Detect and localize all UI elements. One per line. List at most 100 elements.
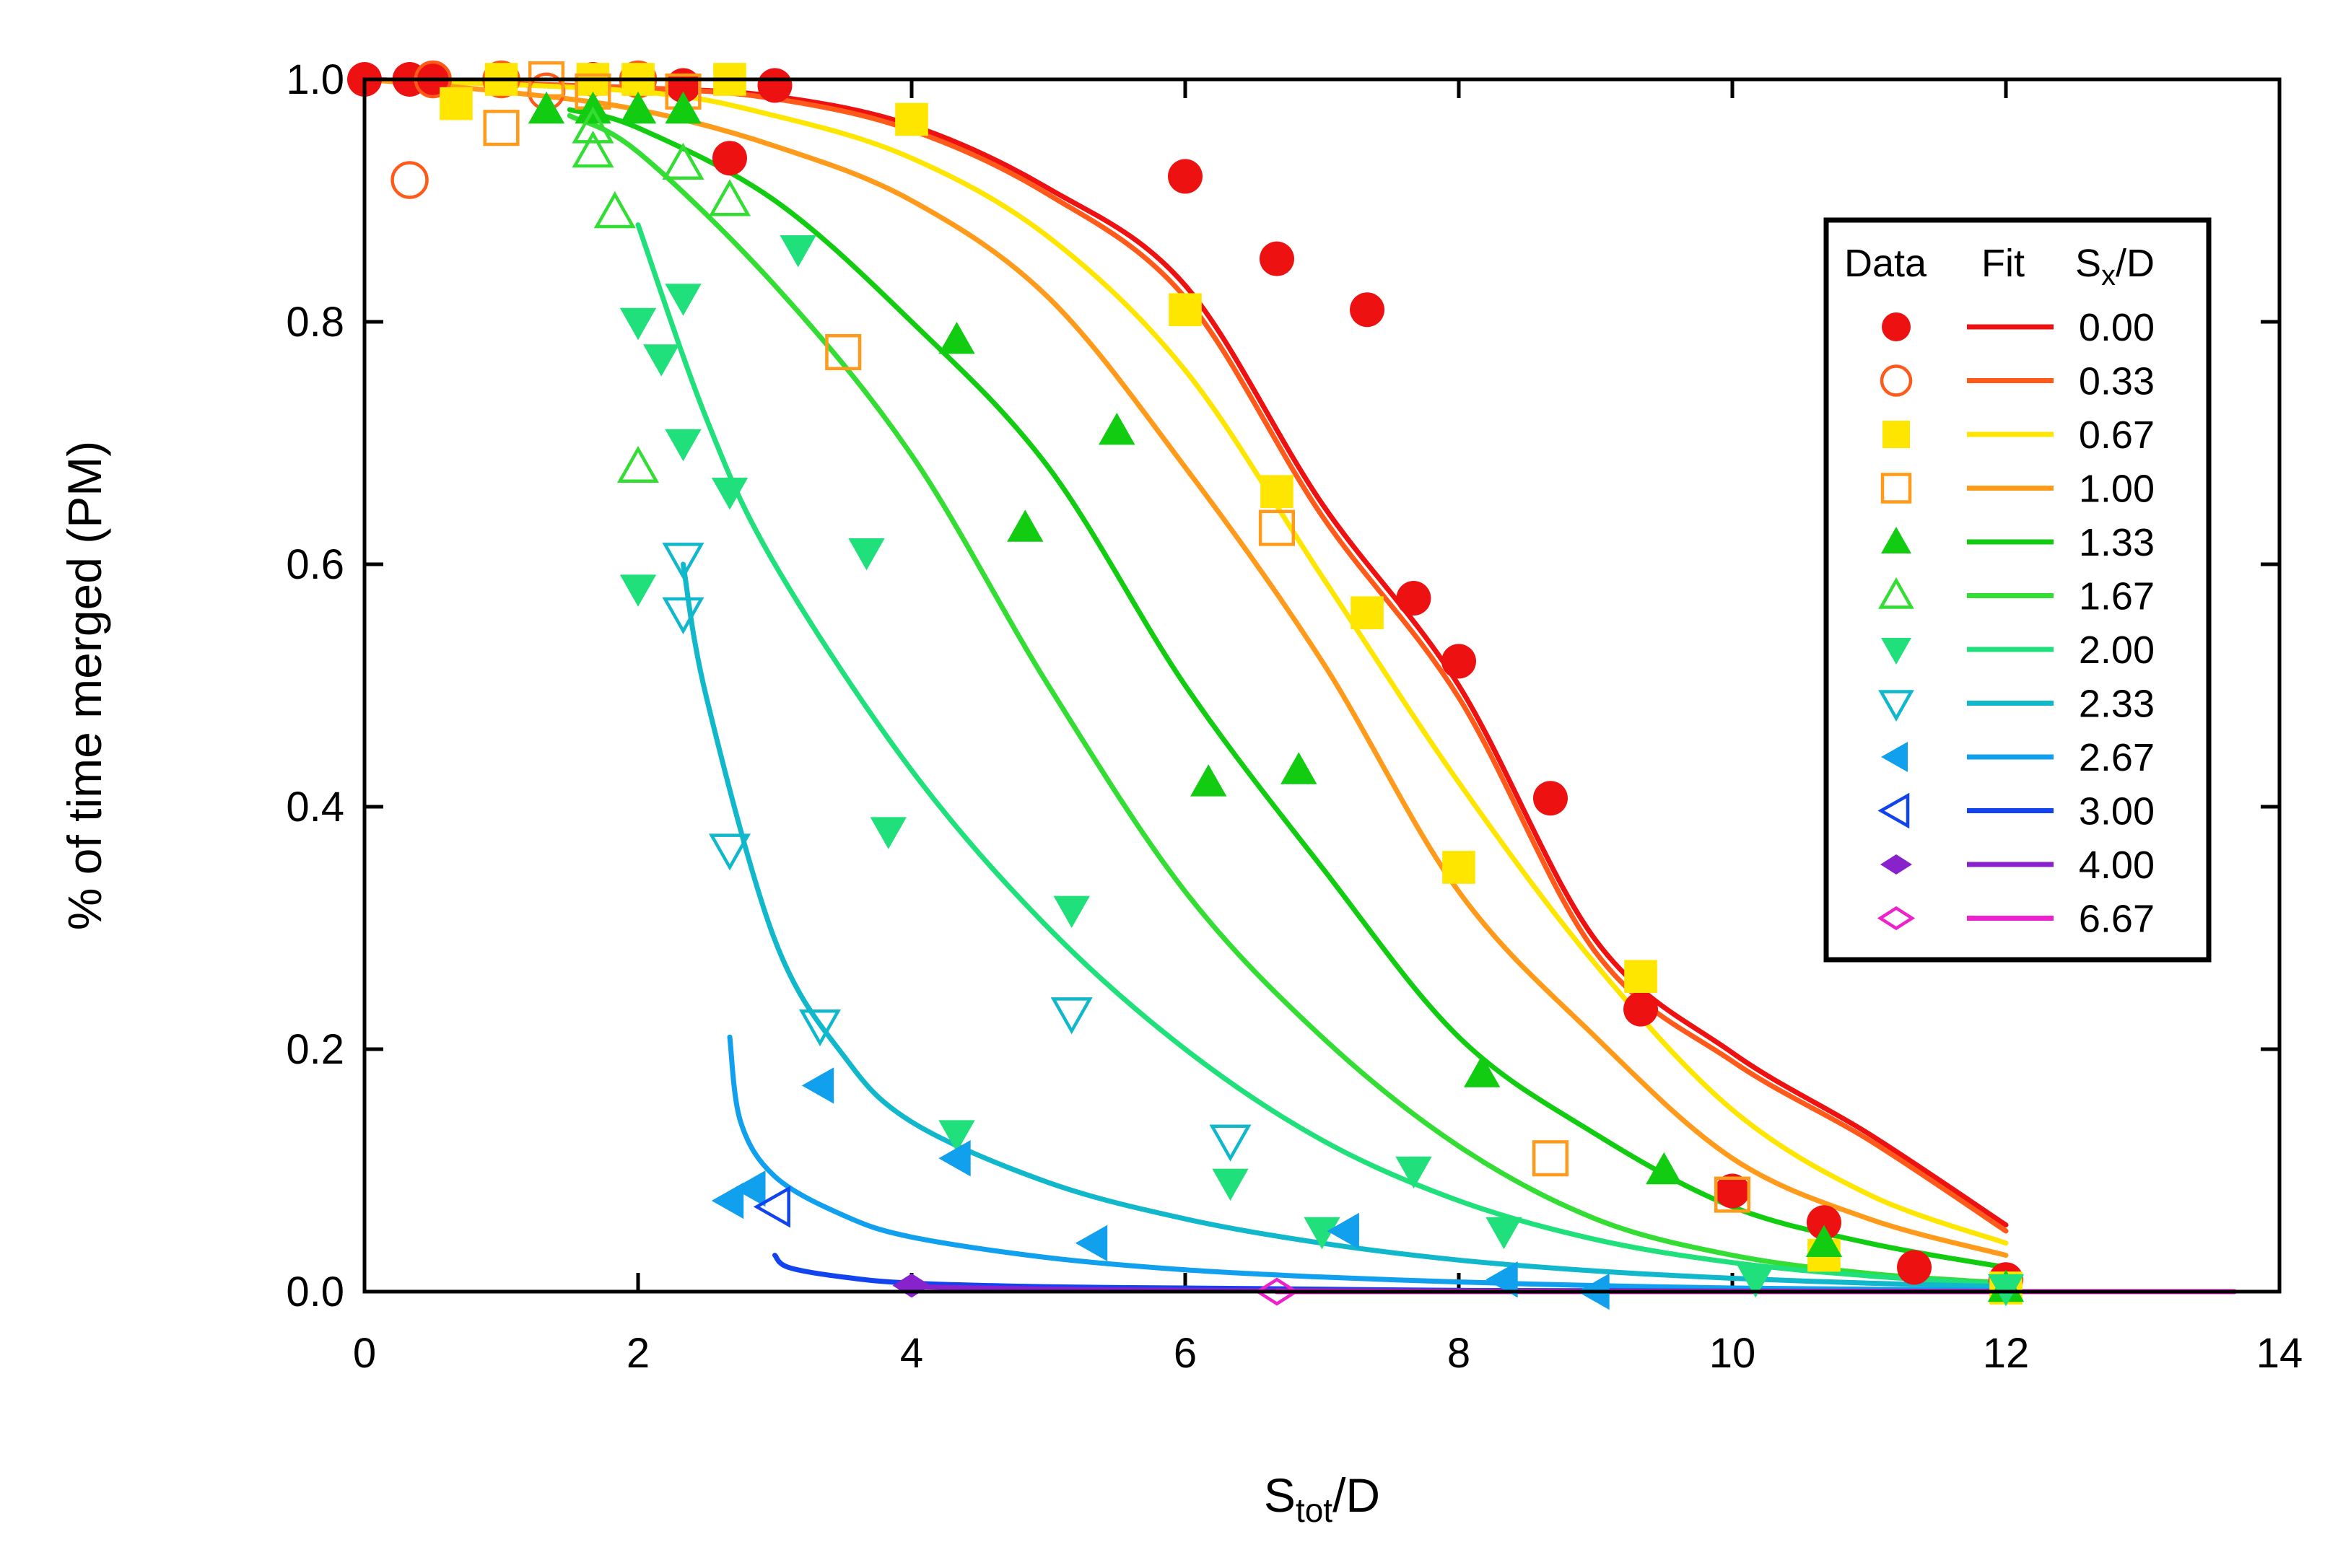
data-point-0-67-6 <box>1169 293 1202 326</box>
x-axis-label-main: S <box>1264 1468 1296 1522</box>
data-point-0-00-14 <box>1623 991 1659 1027</box>
data-point-0-67-0 <box>440 87 473 121</box>
legend-marker-0-33 <box>1880 364 1913 397</box>
data-point-2-00-1 <box>619 307 657 341</box>
data-point-2-33-3 <box>798 1009 842 1047</box>
data-point-0-00-12 <box>1441 644 1476 679</box>
legend-label-1-67: 1.67 <box>2079 575 2155 618</box>
data-point-1-00-0 <box>483 110 520 146</box>
y-tick-label-2: 0.4 <box>286 784 344 831</box>
legend-label-2-33: 2.33 <box>2079 683 2155 726</box>
data-point-2-33-2 <box>708 833 751 871</box>
legend-marker-2-67 <box>1881 742 1908 772</box>
legend: Data Fit Sx/D 0.00 0.33 0.67 1.00 1.33 1.67 2.00 2… <box>1823 217 2212 963</box>
x-tick-label-0: 0 <box>353 1330 376 1377</box>
x-axis-label: Stot/D <box>1264 1468 1380 1529</box>
data-point-2-00-6 <box>780 235 816 268</box>
data-point-1-67-2 <box>593 191 636 229</box>
legend-header-param-main: S <box>2075 242 2101 285</box>
legend-marker-0-00 <box>1882 312 1911 341</box>
x-axis-label-tail: /D <box>1332 1468 1380 1522</box>
data-point-2-33-0 <box>662 543 704 580</box>
legend-marker-3-00 <box>1877 792 1910 829</box>
fit-line-2-00 <box>635 222 2009 1287</box>
x-tick-label-1: 2 <box>627 1330 650 1377</box>
data-point-0-33-0 <box>390 161 429 199</box>
legend-marker-0-67 <box>1882 421 1910 448</box>
data-point-2-67-1 <box>733 1170 766 1207</box>
data-point-2-00-10 <box>1053 895 1090 928</box>
data-point-2-00-5 <box>711 478 749 510</box>
y-tick-label-4: 0.8 <box>286 299 344 346</box>
data-point-2-67-4 <box>1075 1225 1108 1261</box>
legend-label-2-67: 2.67 <box>2079 736 2155 779</box>
data-point-0-00-16 <box>1806 1205 1841 1240</box>
data-point-1-33-7 <box>1190 764 1227 797</box>
y-tick-label-3: 0.6 <box>286 541 344 588</box>
data-point-2-33-1 <box>662 597 704 634</box>
data-point-2-00-11 <box>1212 1168 1249 1201</box>
x-tick-label-2: 4 <box>900 1330 923 1377</box>
data-point-2-00-9 <box>938 1120 975 1152</box>
legend-header-param-sub: x <box>2101 260 2116 292</box>
legend-header-data: Data <box>1844 242 1927 285</box>
data-point-2-00-13 <box>1395 1156 1432 1189</box>
legend-marker-2-33 <box>1878 690 1914 722</box>
x-axis-label-sub: tot <box>1296 1492 1332 1529</box>
data-point-1-00-7 <box>1714 1176 1751 1213</box>
data-point-2-00-3 <box>665 284 702 316</box>
data-point-2-33-4 <box>1050 997 1093 1035</box>
legend-marker-2-00 <box>1881 638 1911 665</box>
legend-marker-6-67 <box>1877 906 1916 931</box>
data-point-1-00-5 <box>1258 509 1296 546</box>
fit-line-0-33 <box>362 76 2009 1234</box>
legend-header-fit: Fit <box>1981 242 2025 285</box>
data-point-0-00-8 <box>1168 159 1203 194</box>
x-tick-label-5: 10 <box>1709 1330 1756 1377</box>
legend-marker-4-00 <box>1880 854 1912 875</box>
data-point-0-00-6 <box>712 141 747 176</box>
data-point-1-67-4 <box>662 142 704 180</box>
y-tick-label-5: 1.0 <box>286 56 344 103</box>
data-point-2-00-4 <box>665 429 702 462</box>
data-point-1-00-6 <box>1532 1140 1569 1177</box>
data-point-1-33-10 <box>1646 1152 1683 1185</box>
data-point-0-00-10 <box>1350 292 1385 328</box>
data-point-0-67-10 <box>1624 960 1657 993</box>
legend-marker-1-33 <box>1881 527 1911 553</box>
data-point-6-67-0 <box>1255 1277 1299 1306</box>
fit-line-1-00 <box>362 76 2009 1258</box>
data-point-1-33-9 <box>1464 1055 1501 1087</box>
x-tick-label-3: 6 <box>1174 1330 1197 1377</box>
data-point-2-67-6 <box>1485 1261 1518 1298</box>
data-point-1-33-8 <box>1280 752 1317 784</box>
fit-line-2-67 <box>727 1034 2009 1293</box>
y-tick-label-1: 0.2 <box>286 1026 344 1073</box>
data-point-2-00-0 <box>619 574 657 607</box>
data-point-2-33-5 <box>1209 1124 1252 1162</box>
data-point-1-33-5 <box>1007 509 1044 542</box>
data-point-1-67-0 <box>572 131 614 168</box>
legend-marker-1-00 <box>1880 473 1912 504</box>
data-point-3-00-0 <box>753 1186 790 1228</box>
x-tick-label-4: 8 <box>1447 1330 1470 1377</box>
data-point-2-00-8 <box>870 817 907 849</box>
data-point-2-00-2 <box>643 344 680 377</box>
legend-label-0-67: 0.67 <box>2079 413 2155 457</box>
fit-line-2-33 <box>681 561 2009 1289</box>
data-point-2-00-14 <box>1485 1217 1522 1250</box>
fit-line-1-67 <box>567 113 2009 1286</box>
data-point-0-00-15 <box>1715 1173 1750 1209</box>
legend-label-0-00: 0.00 <box>2079 306 2155 349</box>
data-point-0-00-13 <box>1532 781 1568 816</box>
data-point-0-00-11 <box>1396 581 1431 616</box>
data-point-2-00-12 <box>1304 1217 1340 1250</box>
legend-label-6-67: 6.67 <box>2079 898 2155 941</box>
data-point-0-67-9 <box>1442 851 1475 884</box>
data-point-1-67-5 <box>708 179 751 216</box>
data-point-1-67-1 <box>572 106 614 144</box>
data-point-2-00-15 <box>1737 1266 1774 1298</box>
legend-label-2-00: 2.00 <box>2079 628 2155 672</box>
data-point-0-67-5 <box>895 102 928 136</box>
legend-marker-1-67 <box>1878 577 1914 609</box>
